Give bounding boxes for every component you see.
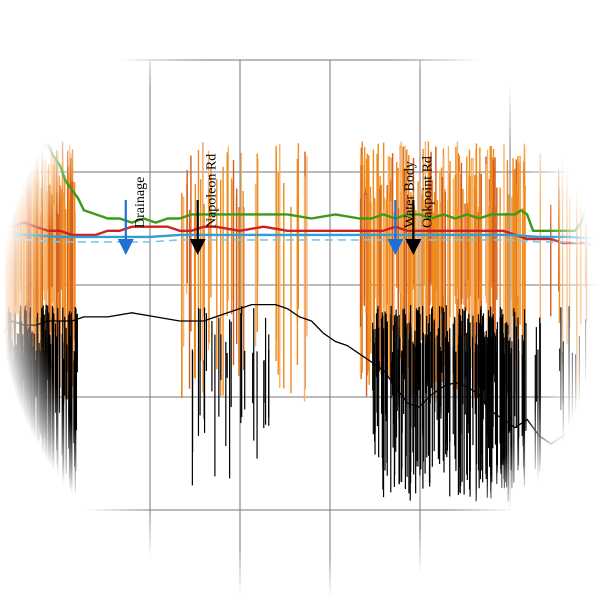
chart-svg: DrainageNapoleon RdWater BodyOakpoint Rd [0,0,599,599]
chart-area: DrainageNapoleon RdWater BodyOakpoint Rd [0,0,599,599]
lens-vignette [0,0,599,599]
